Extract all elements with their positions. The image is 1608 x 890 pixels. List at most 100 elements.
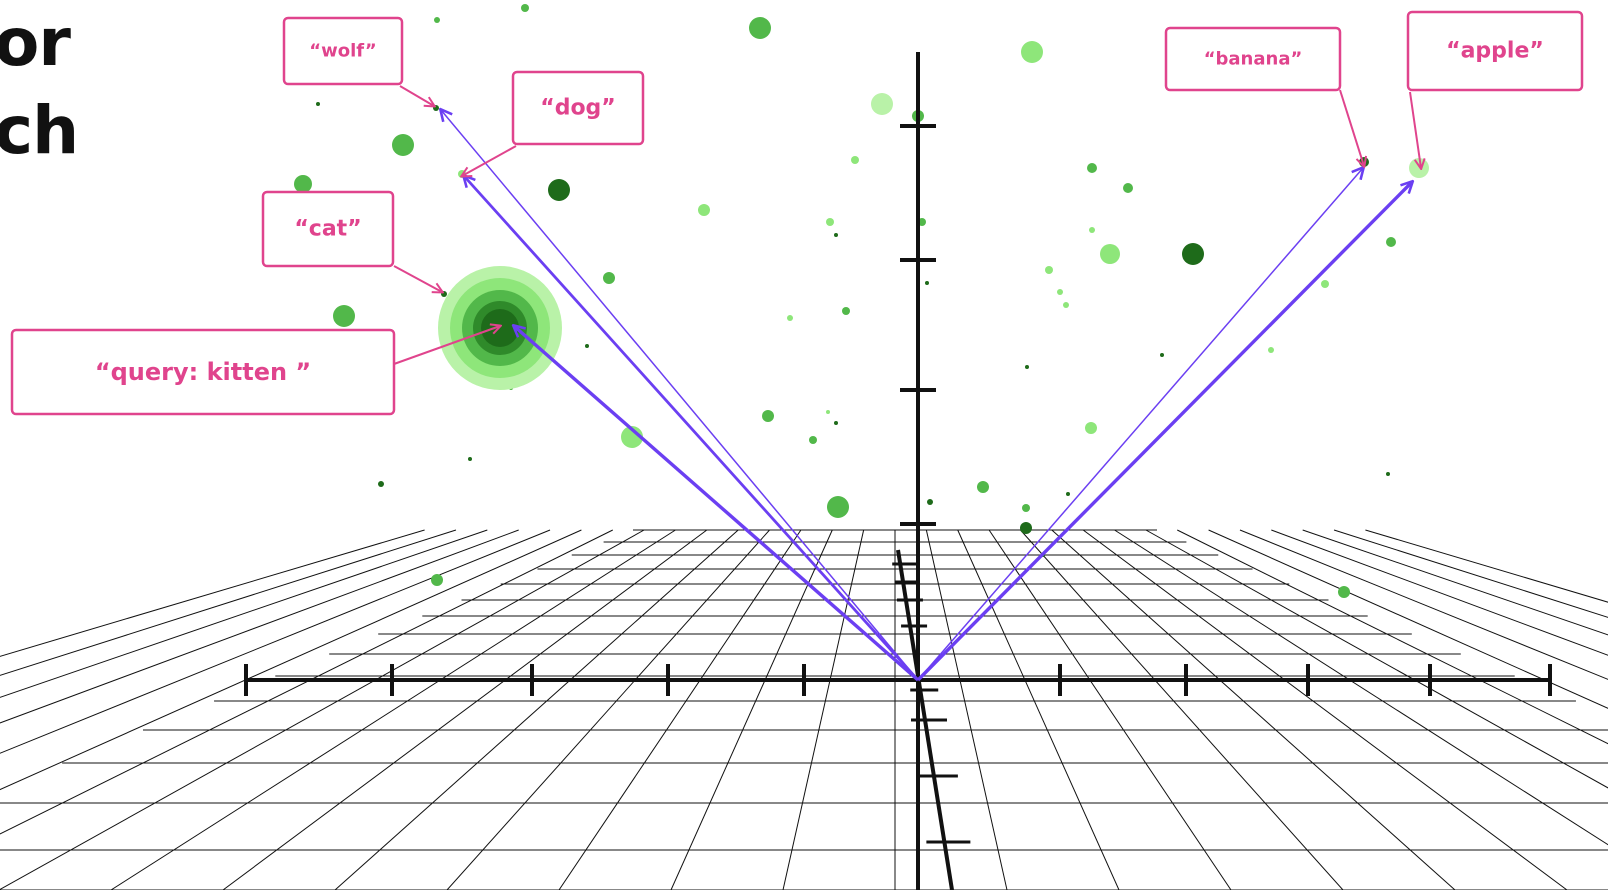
- data-point: [1123, 183, 1133, 193]
- grid-column-line: [334, 529, 739, 890]
- data-point: [1321, 280, 1329, 288]
- grid-column-line: [1145, 529, 1608, 789]
- data-point: [826, 218, 834, 226]
- grid-column-line: [0, 529, 582, 791]
- data-point: [787, 315, 793, 321]
- data-point: [749, 17, 771, 39]
- vector-apple: [916, 182, 1412, 682]
- grid-column-line: [0, 529, 488, 698]
- data-point: [548, 179, 570, 201]
- label-banana-text: “banana”: [1204, 49, 1303, 70]
- label-cat-box: [261, 190, 395, 268]
- data-point: [925, 281, 929, 285]
- label-cat-pointer: [393, 265, 442, 292]
- grid-column-line: [0, 529, 519, 724]
- grid-column-line: [446, 529, 770, 890]
- data-point: [842, 307, 850, 315]
- data-point: [834, 233, 838, 237]
- data-point: [1182, 243, 1204, 265]
- data-point: [827, 496, 849, 518]
- data-point: [1268, 347, 1274, 353]
- grid-column-line: [110, 529, 676, 890]
- grid-column-line: [988, 529, 1232, 890]
- embedding-vectors: [441, 110, 1412, 682]
- data-point: [1087, 163, 1097, 173]
- label-apple-box: [1406, 10, 1584, 92]
- data-point: [468, 457, 472, 461]
- data-point: [1089, 227, 1095, 233]
- label-wolf-pointer: [399, 85, 434, 106]
- grid-column-line: [925, 529, 1008, 890]
- data-point: [1100, 244, 1120, 264]
- perspective-grid-floor: [0, 529, 1608, 890]
- data-point: [294, 175, 312, 193]
- grid-column-line: [0, 529, 645, 890]
- grid-column-line: [1271, 529, 1608, 656]
- grid-column-line: [0, 529, 613, 835]
- label-banana-pointer: [1339, 89, 1364, 166]
- data-point: [977, 481, 989, 493]
- data-point: [1386, 472, 1390, 476]
- data-point: [698, 204, 710, 216]
- data-point: [392, 134, 414, 156]
- label-wolf-text: “wolf”: [309, 41, 376, 62]
- grid-column-line: [1020, 529, 1344, 890]
- grid-column-line: [1177, 529, 1608, 745]
- grid-column-line: [1302, 529, 1608, 636]
- grid-column-line: [222, 529, 708, 890]
- grid-column-line: [1114, 529, 1608, 846]
- label-dog-box: [511, 70, 645, 146]
- data-point: [1066, 492, 1070, 496]
- data-point: [1085, 422, 1097, 434]
- vector-wolf: [441, 110, 919, 681]
- grid-column-line: [558, 529, 802, 890]
- data-point: [1021, 41, 1043, 63]
- vector-dog: [464, 176, 920, 681]
- data-point: [1160, 353, 1164, 357]
- grid-column-line: [782, 529, 865, 890]
- grid-column-line: [1082, 529, 1568, 890]
- data-point: [1057, 289, 1063, 295]
- grid-column-line: [1333, 529, 1608, 618]
- data-point: [1020, 522, 1032, 534]
- label-query-pointer: [393, 326, 500, 365]
- data-point: [762, 410, 774, 422]
- label-dog-pointer: [462, 145, 517, 176]
- label-apple-text: “apple”: [1446, 39, 1544, 64]
- title-fragment-1: or: [0, 4, 71, 81]
- label-banana-box: [1164, 26, 1342, 92]
- data-point: [603, 272, 615, 284]
- data-point: [431, 574, 443, 586]
- point-labels: “wolf” “dog” “cat” “query: kitten ” “banana”…: [10, 10, 1584, 416]
- data-point: [521, 4, 529, 12]
- grid-column-line: [670, 529, 833, 890]
- label-cat-text: “cat”: [294, 217, 361, 242]
- data-point: [1045, 266, 1053, 274]
- coordinate-axes: [244, 52, 1552, 890]
- grid-column-line: [0, 529, 551, 754]
- data-point: [826, 410, 830, 414]
- grid-column-line: [1365, 529, 1608, 603]
- data-point: [378, 481, 384, 487]
- data-point: [927, 499, 933, 505]
- vector-query-kitten: [514, 326, 920, 682]
- data-point: [834, 421, 838, 425]
- data-point: [871, 93, 893, 115]
- vector-banana: [917, 168, 1363, 681]
- label-apple-pointer: [1409, 91, 1421, 168]
- data-point: [809, 436, 817, 444]
- grid-column-line: [957, 529, 1120, 890]
- label-dog-text: “dog”: [540, 96, 616, 121]
- query-highlight-glow-icon: [438, 266, 562, 390]
- data-point: [1338, 586, 1350, 598]
- data-point: [316, 102, 320, 106]
- data-point: [621, 426, 643, 448]
- label-query-text: “query: kitten ”: [95, 358, 311, 386]
- data-point: [851, 156, 859, 164]
- data-point: [585, 344, 589, 348]
- label-query-box: [10, 328, 396, 416]
- data-point: [1386, 237, 1396, 247]
- grid-column-line: [1239, 529, 1608, 680]
- title-fragment-2: ch: [0, 92, 79, 169]
